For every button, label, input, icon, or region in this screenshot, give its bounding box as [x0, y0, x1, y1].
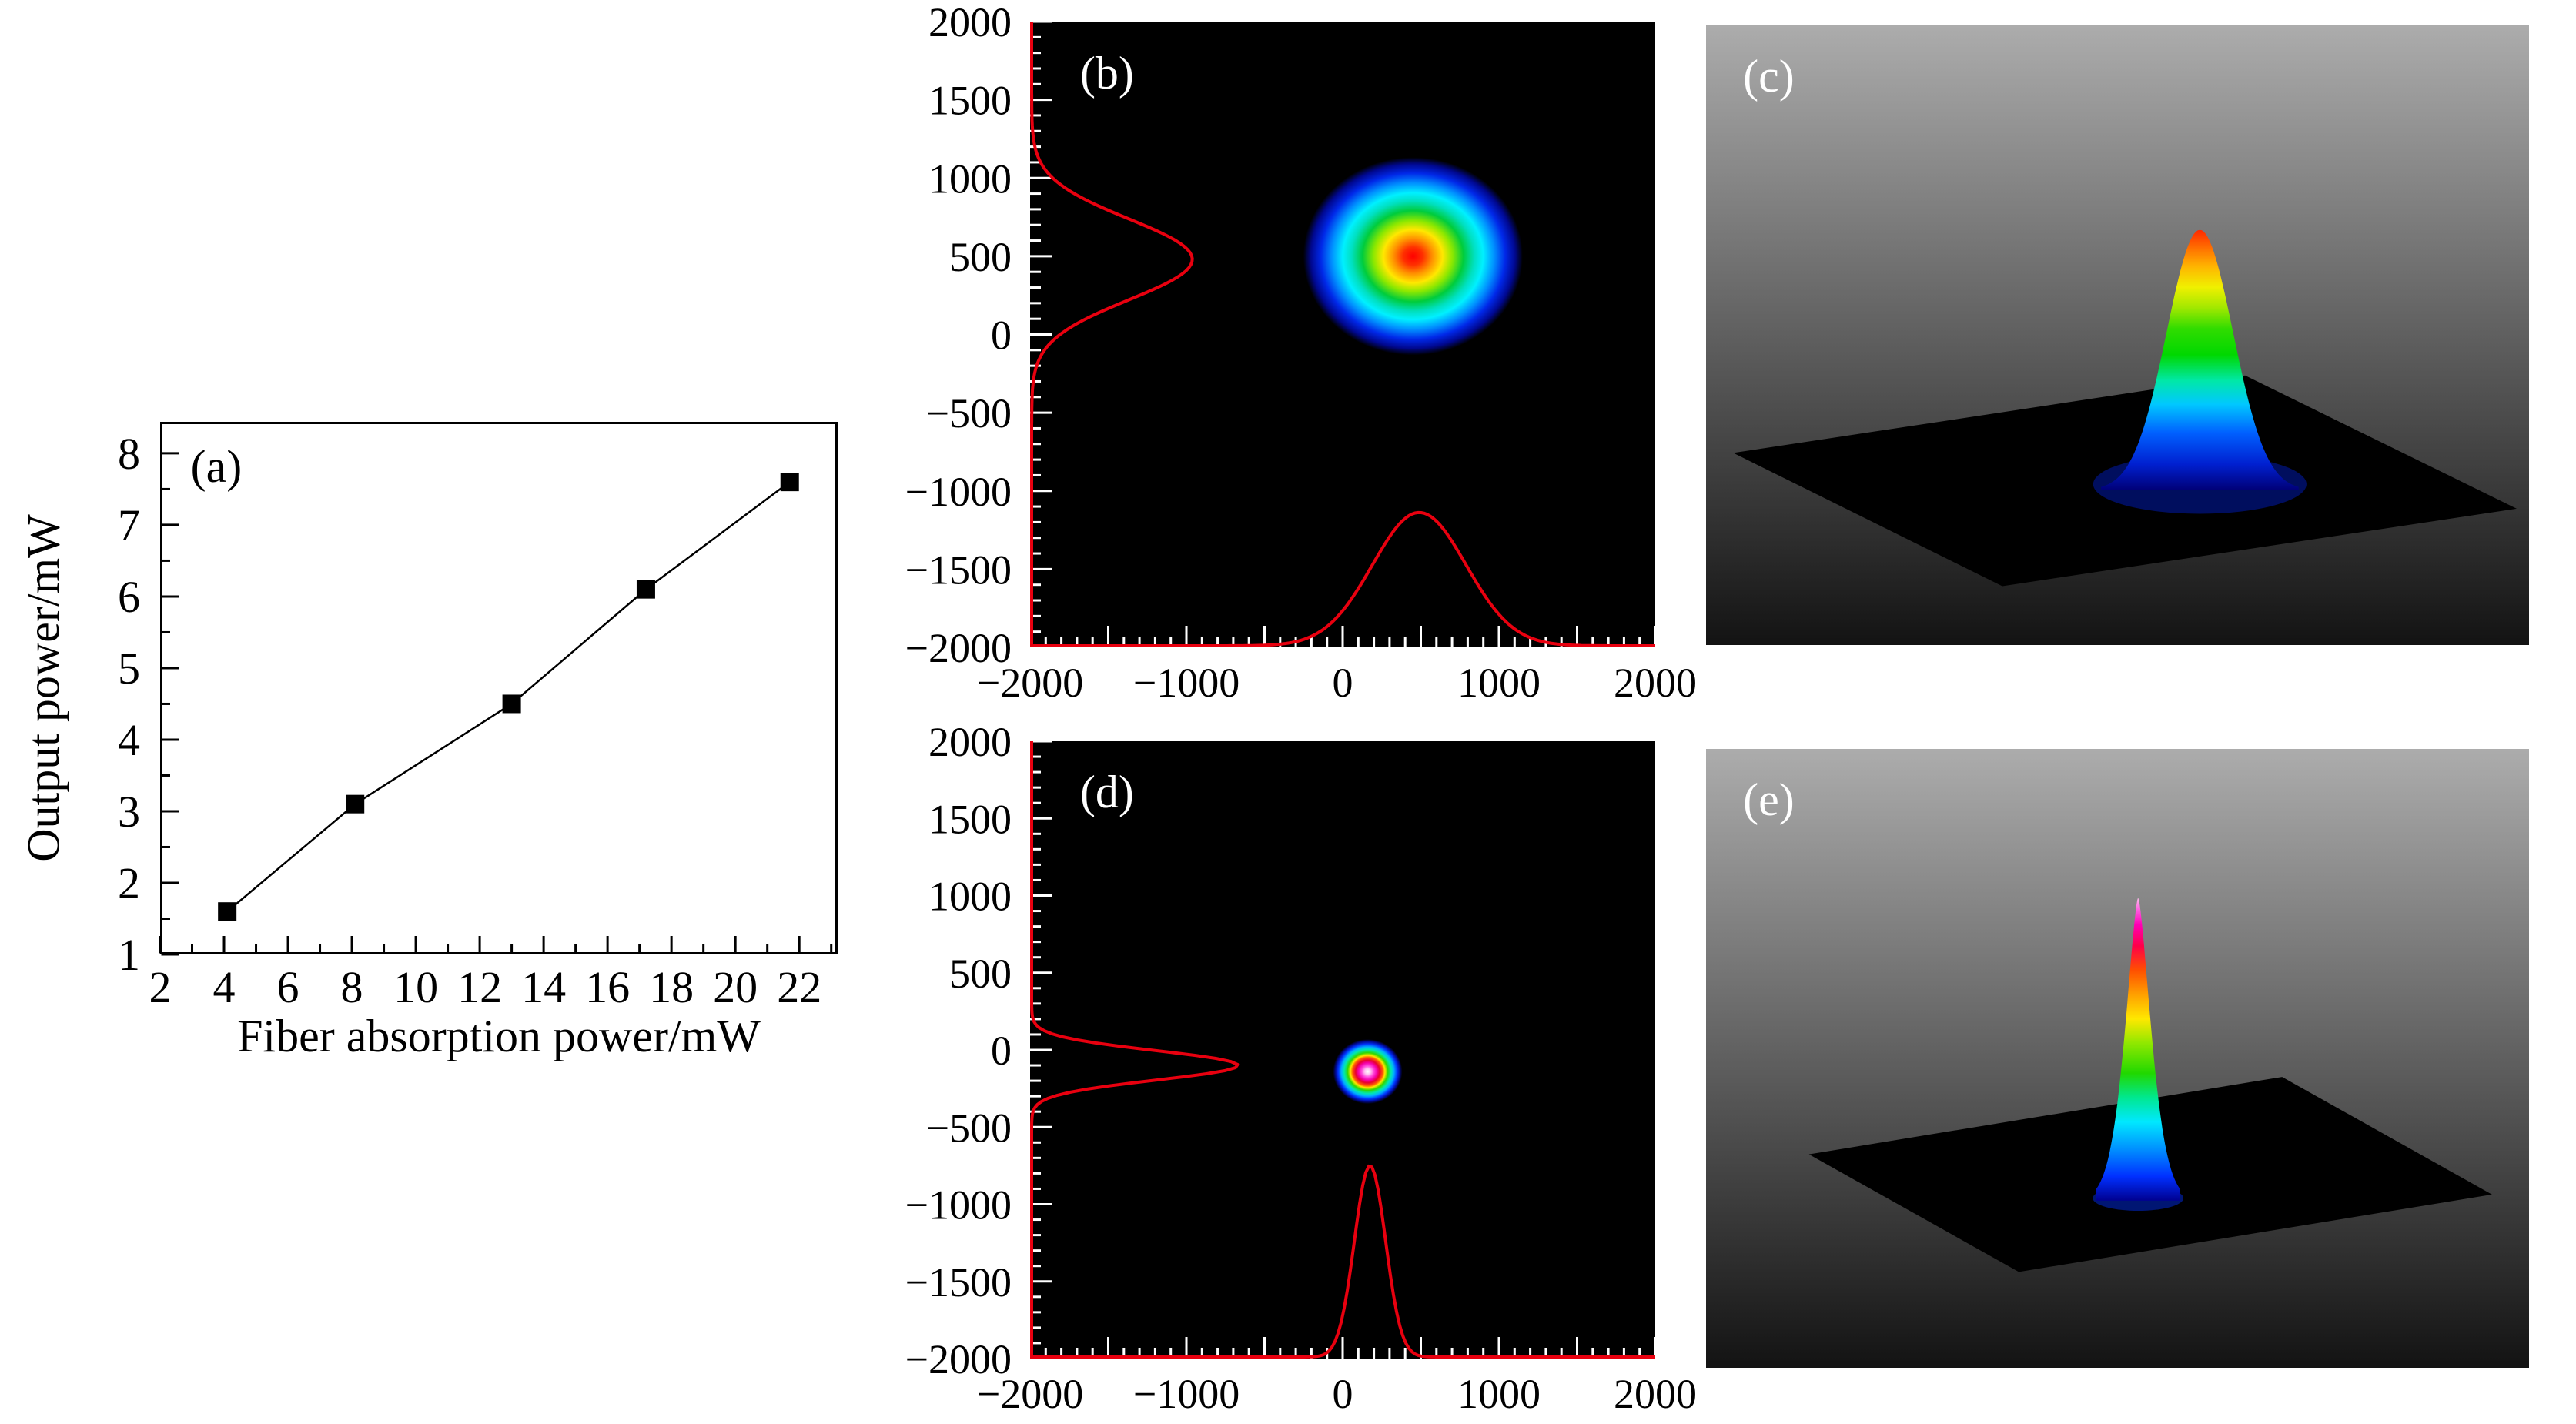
svg-text:500: 500 — [949, 951, 1012, 997]
panel-b-plot-svg: 2000 1500 1000 500 0 −500 −1000 −1500 −2000−2000… — [905, 0, 1697, 706]
svg-text:6: 6 — [277, 962, 299, 1012]
svg-text:−1500: −1500 — [905, 1259, 1012, 1305]
surface-peak — [2096, 898, 2180, 1201]
x-tick-labels: −2000 −1000 0 1000 2000 — [977, 660, 1697, 706]
x-tick-labels: 2 4 6 8 10 12 14 16 18 20 22 — [149, 962, 822, 1012]
svg-text:2000: 2000 — [1614, 1371, 1697, 1417]
svg-text:1000: 1000 — [928, 155, 1012, 202]
svg-text:0: 0 — [1333, 660, 1353, 706]
data-point-marker — [636, 580, 655, 599]
svg-text:−1500: −1500 — [905, 547, 1012, 593]
data-markers — [218, 473, 799, 921]
y-tick-labels: 2000 1500 1000 500 0 −500 −1000 −1500 −2000 — [905, 719, 1012, 1382]
beam-spot — [1333, 1039, 1403, 1104]
gaussian-profile-vertical — [1030, 741, 1240, 1357]
svg-text:−2000: −2000 — [977, 1371, 1083, 1417]
plot-border — [160, 422, 838, 954]
svg-text:3: 3 — [118, 787, 140, 837]
svg-text:2000: 2000 — [928, 0, 1012, 45]
panel-a-line-chart: (a) 2 4 6 8 10 12 14 16 18 20 22 1 2 3 4 5 6 7 8 — [118, 422, 838, 1012]
gaussian-profile-horizontal — [1030, 1164, 1655, 1359]
svg-text:8: 8 — [341, 962, 363, 1012]
panel-c-3d-surface: (c) — [1706, 25, 2529, 645]
panel-a-y-axis-title: Output power/mW — [18, 514, 69, 862]
svg-text:−2000: −2000 — [977, 660, 1083, 706]
svg-text:5: 5 — [118, 643, 140, 694]
panel-b-beam-profile: (b) 2000 1500 1000 500 0 −500 −1000 −1500 −2000−… — [905, 0, 1697, 706]
panel-e-surface-svg — [1808, 898, 2492, 1272]
y-tick-labels: 2000 1500 1000 500 0 −500 −1000 −1500 −2000 — [905, 0, 1012, 671]
svg-text:20: 20 — [713, 962, 758, 1012]
svg-text:12: 12 — [457, 962, 502, 1012]
data-point-marker — [218, 902, 237, 921]
data-point-marker — [780, 473, 799, 492]
svg-text:−500: −500 — [926, 390, 1012, 436]
svg-text:1000: 1000 — [928, 874, 1012, 920]
panel-c-label: (c) — [1743, 51, 1795, 102]
panel-a-x-axis-title: Fiber absorption power/mW — [237, 1011, 761, 1061]
svg-text:−1000: −1000 — [1133, 1371, 1239, 1417]
svg-text:0: 0 — [1333, 1371, 1353, 1417]
svg-text:7: 7 — [118, 500, 140, 550]
svg-text:500: 500 — [949, 234, 1012, 280]
svg-text:−500: −500 — [926, 1105, 1012, 1151]
svg-text:−1000: −1000 — [1133, 660, 1239, 706]
svg-text:1: 1 — [118, 930, 140, 980]
svg-text:2000: 2000 — [928, 719, 1012, 765]
svg-text:8: 8 — [118, 429, 140, 479]
svg-text:16: 16 — [585, 962, 630, 1012]
panel-b-label: (b) — [1079, 47, 1134, 99]
panel-d-plot-svg: 2000 1500 1000 500 0 −500 −1000 −1500 −2000−2000… — [905, 719, 1697, 1417]
panel-e-label: (e) — [1743, 774, 1795, 826]
gaussian-profile-vertical — [1030, 22, 1194, 647]
svg-text:6: 6 — [118, 572, 140, 622]
beam-spot — [1303, 157, 1523, 356]
svg-text:14: 14 — [521, 962, 566, 1012]
axis-ticks — [159, 452, 833, 956]
x-tick-labels: −2000 −1000 0 1000 2000 — [977, 1371, 1697, 1417]
svg-text:1500: 1500 — [928, 78, 1012, 124]
y-tick-labels: 1 2 3 4 5 6 7 8 — [118, 429, 140, 980]
svg-text:−2000: −2000 — [905, 1336, 1012, 1382]
svg-text:10: 10 — [393, 962, 438, 1012]
svg-text:0: 0 — [991, 1028, 1012, 1074]
gaussian-profile-horizontal — [1030, 510, 1655, 647]
surface-peak — [2101, 229, 2299, 490]
svg-text:−1000: −1000 — [905, 1182, 1012, 1228]
svg-text:2000: 2000 — [1614, 660, 1697, 706]
svg-text:22: 22 — [777, 962, 821, 1012]
svg-text:4: 4 — [213, 962, 236, 1012]
panel-a-label: (a) — [190, 440, 243, 492]
svg-text:−1000: −1000 — [905, 469, 1012, 515]
panel-d-label: (d) — [1079, 767, 1134, 818]
svg-text:0: 0 — [991, 313, 1012, 359]
svg-text:4: 4 — [118, 715, 140, 765]
svg-text:2: 2 — [118, 858, 140, 908]
svg-text:−2000: −2000 — [905, 625, 1012, 671]
svg-text:2: 2 — [149, 962, 172, 1012]
data-point-marker — [502, 694, 521, 714]
svg-text:1000: 1000 — [1457, 1371, 1541, 1417]
svg-text:1500: 1500 — [928, 796, 1012, 842]
svg-text:18: 18 — [649, 962, 694, 1012]
data-point-marker — [346, 794, 365, 814]
panel-d-beam-profile: (d) 2000 1500 1000 500 0 −500 −1000 −1500 −2000−… — [905, 719, 1697, 1417]
panel-c-surface-svg — [1733, 229, 2517, 587]
svg-text:1000: 1000 — [1457, 660, 1541, 706]
panel-e-3d-surface: (e) — [1706, 749, 2529, 1368]
